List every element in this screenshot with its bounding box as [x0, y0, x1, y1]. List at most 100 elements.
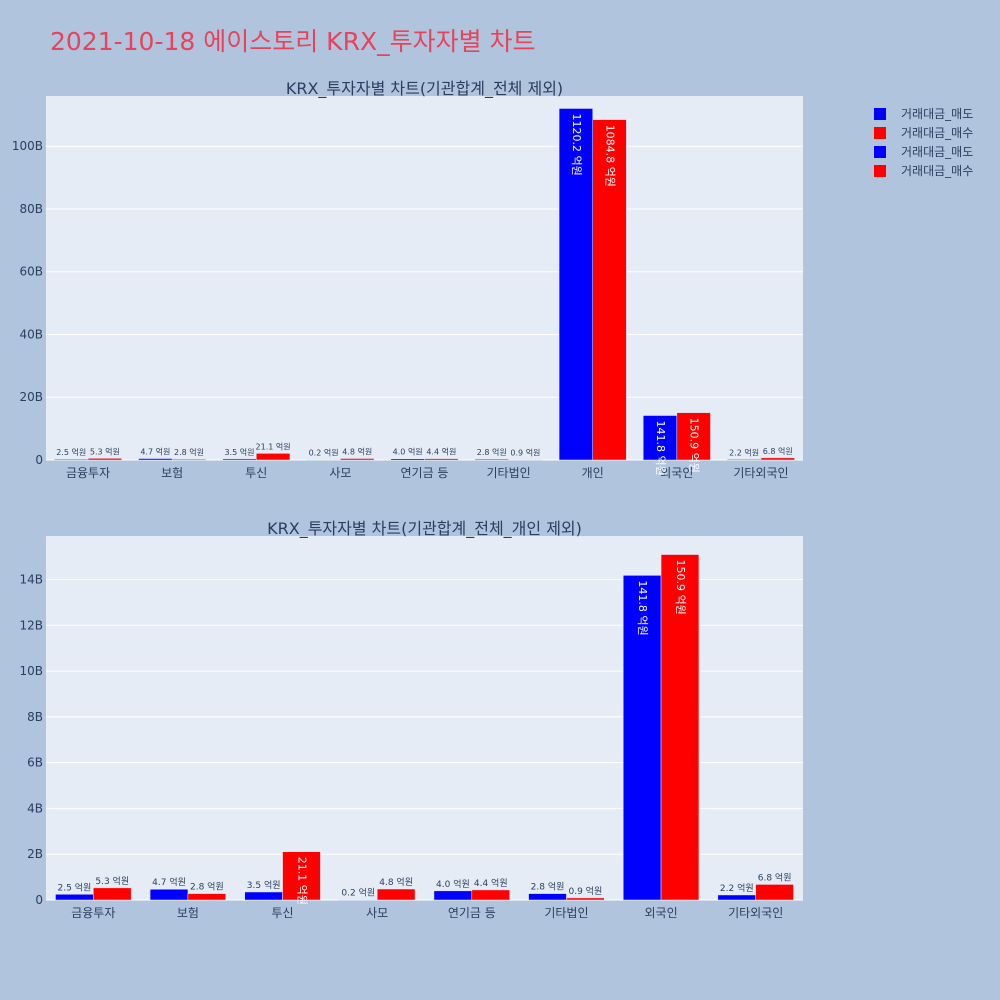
legend-swatch-buy [874, 126, 886, 139]
x-tick-label: 금융투자 [71, 906, 115, 920]
bar [376, 888, 416, 901]
data-label: 2.8 억원 [531, 881, 565, 893]
bar [340, 458, 375, 461]
y-tick-label: 80B [19, 202, 43, 216]
x-tick-label: 기타외국인 [733, 466, 788, 480]
data-label: 141.8 억원 [654, 421, 667, 476]
x-tick-label: 금융투자 [66, 466, 110, 480]
legend[interactable]: 거래대금_매도 거래대금_매수 거래대금_매도 거래대금_매수 [874, 104, 973, 180]
bar [717, 894, 756, 901]
y-tick-label: 0 [35, 893, 43, 907]
x-tick-label: 사모 [366, 906, 388, 920]
data-label: 150.9 억원 [674, 560, 687, 615]
data-label: 150.9 억원 [688, 418, 701, 473]
y-tick-label: 14B [19, 572, 43, 586]
bar [508, 459, 543, 461]
x-tick-label: 연기금 등 [448, 906, 496, 920]
bar [474, 458, 509, 461]
bar [55, 894, 94, 901]
y-tick-label: 40B [19, 327, 43, 341]
bar [54, 458, 89, 461]
legend-swatch-sell [874, 145, 886, 158]
y-tick-label: 8B [27, 710, 43, 724]
data-label: 1084.8 억원 [604, 125, 617, 187]
y-tick-label: 0 [35, 453, 43, 467]
y-tick-label: 100B [12, 139, 43, 153]
chart-title: KRX_투자자별 차트(기관합계_전체 제외) [286, 79, 563, 99]
legend-swatch-buy [874, 164, 886, 177]
data-label: 4.8 억원 [379, 876, 413, 888]
bar [727, 459, 762, 461]
legend-label: 거래대금_매도 [901, 145, 974, 159]
bar [676, 412, 711, 461]
data-label: 21.1 억원 [295, 857, 308, 905]
bar [566, 897, 605, 901]
data-label: 21.1 억원 [256, 441, 291, 451]
bar [306, 459, 341, 461]
bar [171, 458, 207, 461]
data-label: 4.7 억원 [152, 876, 186, 888]
data-label: 0.9 억원 [568, 885, 602, 897]
bar [256, 453, 291, 461]
data-label: 0.2 억원 [309, 448, 339, 458]
bar [592, 119, 627, 461]
data-label: 4.0 억원 [393, 447, 423, 457]
legend-label: 거래대금_매수 [901, 164, 974, 178]
y-tick-label: 4B [27, 801, 43, 815]
bar [93, 887, 132, 901]
x-tick-label: 보험 [161, 466, 183, 480]
data-label: 3.5 억원 [224, 447, 254, 457]
legend-swatch-sell [874, 107, 886, 120]
x-tick-label: 외국인 [660, 466, 693, 480]
x-tick-label: 개인 [582, 466, 604, 480]
data-label: 3.5 억원 [247, 879, 281, 891]
data-label: 0.2 억원 [341, 887, 375, 899]
bar [187, 893, 227, 901]
y-tick-label: 12B [19, 618, 43, 632]
x-tick-label: 투신 [245, 466, 267, 480]
plot-area [46, 96, 803, 460]
legend-item[interactable]: 거래대금_매도 [874, 104, 973, 123]
bar [471, 889, 510, 901]
x-tick-label: 기타외국인 [728, 906, 783, 920]
bar [149, 888, 189, 901]
x-tick-label: 기타법인 [544, 906, 588, 920]
data-label: 0.9 억원 [510, 448, 540, 458]
bar [755, 884, 794, 901]
data-label: 5.3 억원 [90, 446, 120, 456]
legend-item[interactable]: 거래대금_매수 [874, 123, 973, 142]
data-label: 6.8 억원 [758, 871, 792, 883]
bar [528, 893, 567, 901]
y-tick-label: 10B [19, 664, 43, 678]
data-label: 2.8 억원 [174, 447, 204, 457]
data-label: 1120.2 억원 [570, 113, 583, 175]
data-label: 4.4 억원 [426, 447, 456, 457]
bar [87, 458, 122, 461]
legend-label: 거래대금_매수 [901, 126, 974, 140]
bar [222, 458, 257, 461]
bar [760, 457, 795, 461]
x-tick-label: 투신 [272, 906, 294, 920]
bar [660, 554, 700, 901]
x-tick-label: 보험 [177, 906, 199, 920]
bar [244, 891, 283, 901]
y-tick-label: 2B [27, 847, 43, 861]
y-tick-label: 6B [27, 756, 43, 770]
data-label: 2.8 억원 [477, 447, 507, 457]
bar [424, 458, 459, 461]
bar [390, 458, 425, 461]
bar [282, 851, 321, 901]
data-label: 4.8 억원 [342, 446, 372, 456]
x-tick-label: 기타법인 [487, 466, 531, 480]
bar [433, 890, 473, 901]
bar [339, 899, 378, 901]
data-label: 2.2 억원 [720, 882, 754, 894]
legend-item[interactable]: 거래대금_매수 [874, 161, 973, 180]
data-label: 2.5 억원 [56, 447, 86, 457]
data-label: 6.8 억원 [763, 446, 793, 456]
legend-item[interactable]: 거래대금_매도 [874, 142, 973, 161]
data-label: 2.8 억원 [190, 881, 224, 893]
y-tick-label: 20B [19, 390, 43, 404]
legend-label: 거래대금_매도 [901, 107, 974, 121]
